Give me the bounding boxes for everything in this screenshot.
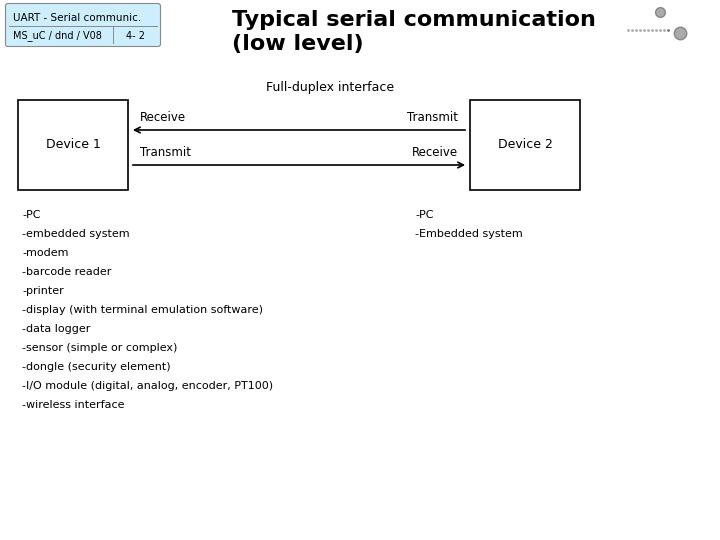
FancyBboxPatch shape	[6, 3, 161, 46]
Text: Typical serial communication: Typical serial communication	[232, 10, 596, 30]
Text: -sensor (simple or complex): -sensor (simple or complex)	[22, 343, 177, 353]
Text: (low level): (low level)	[232, 34, 364, 54]
Text: -wireless interface: -wireless interface	[22, 400, 125, 410]
Text: Receive: Receive	[412, 146, 458, 159]
Text: Transmit: Transmit	[407, 111, 458, 124]
Text: Device 1: Device 1	[45, 138, 100, 152]
Text: Device 2: Device 2	[498, 138, 552, 152]
Text: -embedded system: -embedded system	[22, 229, 130, 239]
Text: Receive: Receive	[140, 111, 186, 124]
Bar	[18, 100, 128, 190]
Text: -data logger: -data logger	[22, 324, 91, 334]
Text: -barcode reader: -barcode reader	[22, 267, 112, 277]
Text: MS_uC / dnd / V08: MS_uC / dnd / V08	[13, 31, 102, 42]
Bar	[470, 100, 580, 190]
Text: -Embedded system: -Embedded system	[415, 229, 523, 239]
Text: -PC: -PC	[415, 210, 433, 220]
Text: -dongle (security element): -dongle (security element)	[22, 362, 171, 372]
Text: Full-duplex interface: Full-duplex interface	[266, 82, 394, 94]
Text: UART - Serial communic.: UART - Serial communic.	[13, 13, 141, 23]
Text: -modem: -modem	[22, 248, 68, 258]
Text: -printer: -printer	[22, 286, 64, 296]
Text: -display (with terminal emulation software): -display (with terminal emulation softwa…	[22, 305, 263, 315]
Text: Transmit: Transmit	[140, 146, 191, 159]
Text: -I/O module (digital, analog, encoder, PT100): -I/O module (digital, analog, encoder, P…	[22, 381, 273, 391]
Text: -PC: -PC	[22, 210, 40, 220]
Text: 4- 2: 4- 2	[125, 31, 145, 41]
